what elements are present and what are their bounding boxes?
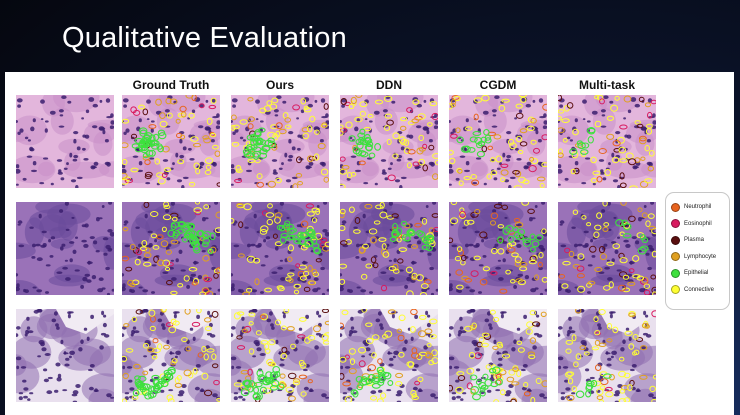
column-header-ours: Ours — [265, 78, 294, 92]
column-header-cgdm: CGDM — [479, 78, 517, 92]
histology-image — [231, 202, 329, 295]
histology-image — [558, 202, 656, 295]
histology-tile — [16, 95, 114, 188]
histology-image — [231, 95, 329, 188]
histology-tile — [340, 202, 438, 295]
histology-image — [16, 202, 114, 295]
histology-tile — [122, 95, 220, 188]
histology-image — [558, 95, 656, 188]
histology-image — [122, 202, 220, 295]
legend-item-eosinophil: Eosinophil — [671, 216, 724, 233]
histology-tile — [449, 309, 547, 402]
histology-tile — [558, 95, 656, 188]
results-panel: Ground Truth Ours DDN CGDM Multi-task Ne… — [5, 72, 734, 415]
column-header-ground-truth: Ground Truth — [132, 78, 210, 92]
histology-tile — [449, 95, 547, 188]
histology-tile — [16, 309, 114, 402]
histology-tile — [16, 202, 114, 295]
histology-image — [16, 309, 114, 402]
legend-item-epithelial: Epithelial — [671, 265, 724, 282]
histology-tile — [231, 202, 329, 295]
legend-swatch — [671, 285, 680, 295]
histology-image — [449, 202, 547, 295]
histology-image — [340, 95, 438, 188]
legend-swatch — [671, 235, 680, 245]
slide-title: Qualitative Evaluation — [62, 22, 347, 54]
column-header-multitask: Multi-task — [578, 78, 635, 92]
histology-image — [449, 309, 547, 402]
legend-item-lymphocyte: Lymphocyte — [671, 249, 724, 266]
histology-tile — [558, 309, 656, 402]
histology-tile — [340, 95, 438, 188]
histology-image — [340, 202, 438, 295]
histology-tile — [231, 95, 329, 188]
histology-tile — [231, 309, 329, 402]
legend-swatch — [671, 219, 680, 229]
histology-image — [122, 309, 220, 402]
legend-swatch — [671, 268, 680, 278]
cell-type-legend: Neutrophil Eosinophil Plasma Lymphocyte … — [665, 192, 730, 310]
histology-tile — [122, 309, 220, 402]
legend-swatch — [671, 252, 680, 262]
histology-tile — [449, 202, 547, 295]
histology-image — [16, 95, 114, 188]
legend-item-plasma: Plasma — [671, 232, 724, 249]
histology-image — [340, 309, 438, 402]
legend-item-connective: Connective — [671, 282, 724, 299]
histology-image — [231, 309, 329, 402]
legend-swatch — [671, 202, 680, 212]
column-header-ddn: DDN — [376, 78, 402, 92]
histology-image — [558, 309, 656, 402]
histology-image — [449, 95, 547, 188]
legend-item-neutrophil: Neutrophil — [671, 199, 724, 216]
histology-tile — [122, 202, 220, 295]
histology-tile — [558, 202, 656, 295]
histology-tile — [340, 309, 438, 402]
histology-image — [122, 95, 220, 188]
